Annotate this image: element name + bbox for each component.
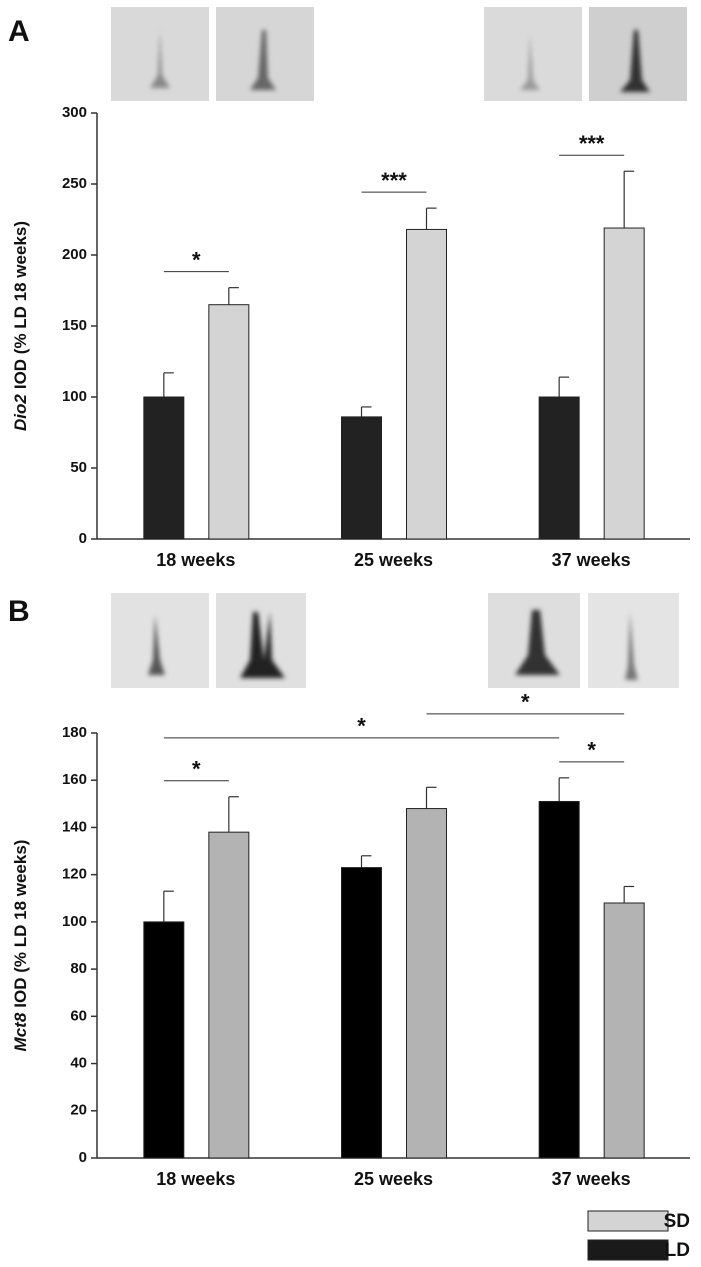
bar xyxy=(538,396,580,540)
bar xyxy=(406,228,447,540)
bar xyxy=(143,921,185,1159)
y-tick-label: 140 xyxy=(62,818,87,835)
y-axis-title: Mct8 IOD (% LD 18 weeks) xyxy=(11,840,30,1052)
significance-label: *** xyxy=(381,168,407,193)
bar xyxy=(208,831,250,1159)
panel-label: A xyxy=(8,15,30,48)
bar xyxy=(603,227,645,540)
y-tick-label: 200 xyxy=(62,246,87,263)
significance-label: * xyxy=(521,690,530,715)
blot-images-a xyxy=(111,7,687,101)
bar xyxy=(208,304,250,540)
significance-label: * xyxy=(192,247,201,272)
bar xyxy=(538,800,580,1159)
x-tick-label: 25 weeks xyxy=(354,550,433,570)
y-tick-label: 40 xyxy=(70,1055,87,1072)
y-tick-label: 150 xyxy=(62,317,87,334)
significance-label: * xyxy=(192,757,201,782)
legend-swatch xyxy=(587,1239,669,1261)
y-tick-label: 100 xyxy=(62,388,87,405)
y-axis-title-text: IOD (% LD 18 weeks) xyxy=(11,840,30,1008)
y-axis-title-italic: Mct8 xyxy=(11,1012,30,1051)
y-axis-title-text: IOD (% LD 18 weeks) xyxy=(11,221,30,389)
x-tick-label: 18 weeks xyxy=(156,1169,235,1189)
y-axis-title: Dio2 IOD (% LD 18 weeks) xyxy=(11,221,30,431)
y-tick-label: 160 xyxy=(62,771,87,788)
significance-label: * xyxy=(357,714,366,739)
bar xyxy=(341,416,382,540)
bar xyxy=(143,396,185,540)
panel-label: B xyxy=(8,595,30,628)
bar xyxy=(341,867,382,1159)
y-tick-label: 120 xyxy=(62,866,87,883)
x-tick-label: 37 weeks xyxy=(552,1169,631,1189)
y-tick-label: 0 xyxy=(79,1149,87,1166)
x-tick-label: 25 weeks xyxy=(354,1169,433,1189)
y-tick-label: 300 xyxy=(62,104,87,121)
y-tick-label: 20 xyxy=(70,1102,87,1119)
y-tick-label: 80 xyxy=(70,960,87,977)
y-tick-label: 180 xyxy=(62,724,87,741)
bar xyxy=(406,808,447,1159)
y-tick-label: 100 xyxy=(62,913,87,930)
x-tick-label: 18 weeks xyxy=(156,550,235,570)
legend-label: LD xyxy=(665,1240,690,1261)
y-tick-label: 50 xyxy=(70,459,87,476)
y-tick-label: 60 xyxy=(70,1007,87,1024)
bar xyxy=(603,902,645,1159)
y-tick-label: 250 xyxy=(62,175,87,192)
significance-label: * xyxy=(587,738,596,763)
legend-label: SD xyxy=(664,1211,690,1232)
blot-images-b xyxy=(111,593,679,688)
x-tick-label: 37 weeks xyxy=(552,550,631,570)
legend-swatch xyxy=(587,1210,669,1232)
significance-label: *** xyxy=(579,131,605,156)
y-axis-title-italic: Dio2 xyxy=(11,394,30,431)
y-tick-label: 0 xyxy=(79,530,87,547)
